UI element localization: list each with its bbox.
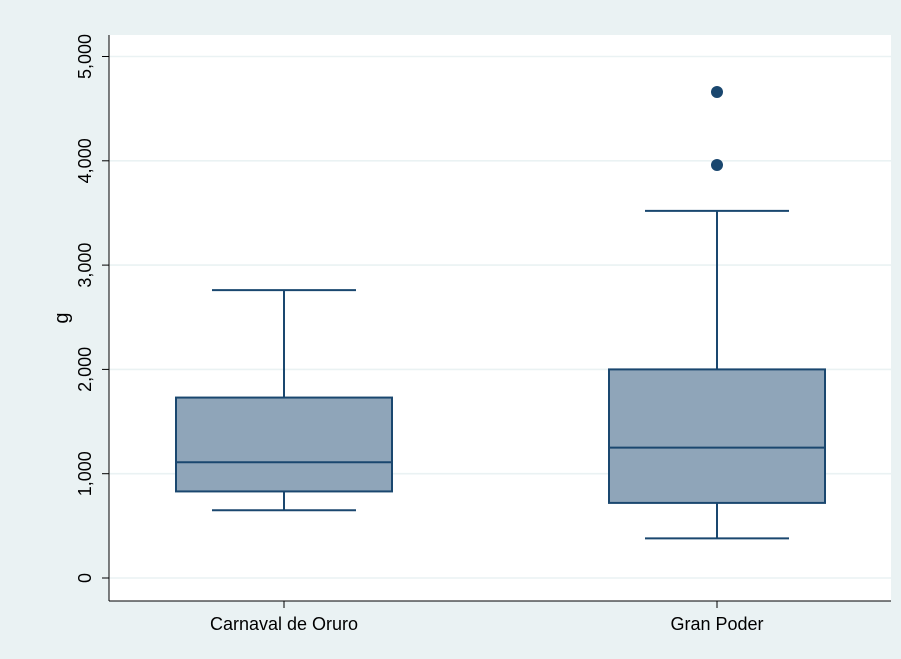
x-tick-label: Gran Poder — [670, 614, 763, 634]
x-tick-label: Carnaval de Oruro — [210, 614, 358, 634]
iqr-box — [609, 369, 825, 503]
y-tick-label: 5,000 — [75, 34, 95, 79]
plot-area — [109, 35, 891, 601]
y-tick-label: 2,000 — [75, 347, 95, 392]
y-tick-label: 3,000 — [75, 243, 95, 288]
outlier-point — [711, 159, 723, 171]
y-tick-label: 0 — [75, 573, 95, 583]
iqr-box — [176, 398, 392, 492]
outlier-point — [711, 86, 723, 98]
y-axis-label: g — [51, 312, 73, 323]
y-tick-label: 4,000 — [75, 138, 95, 183]
y-tick-label: 1,000 — [75, 451, 95, 496]
